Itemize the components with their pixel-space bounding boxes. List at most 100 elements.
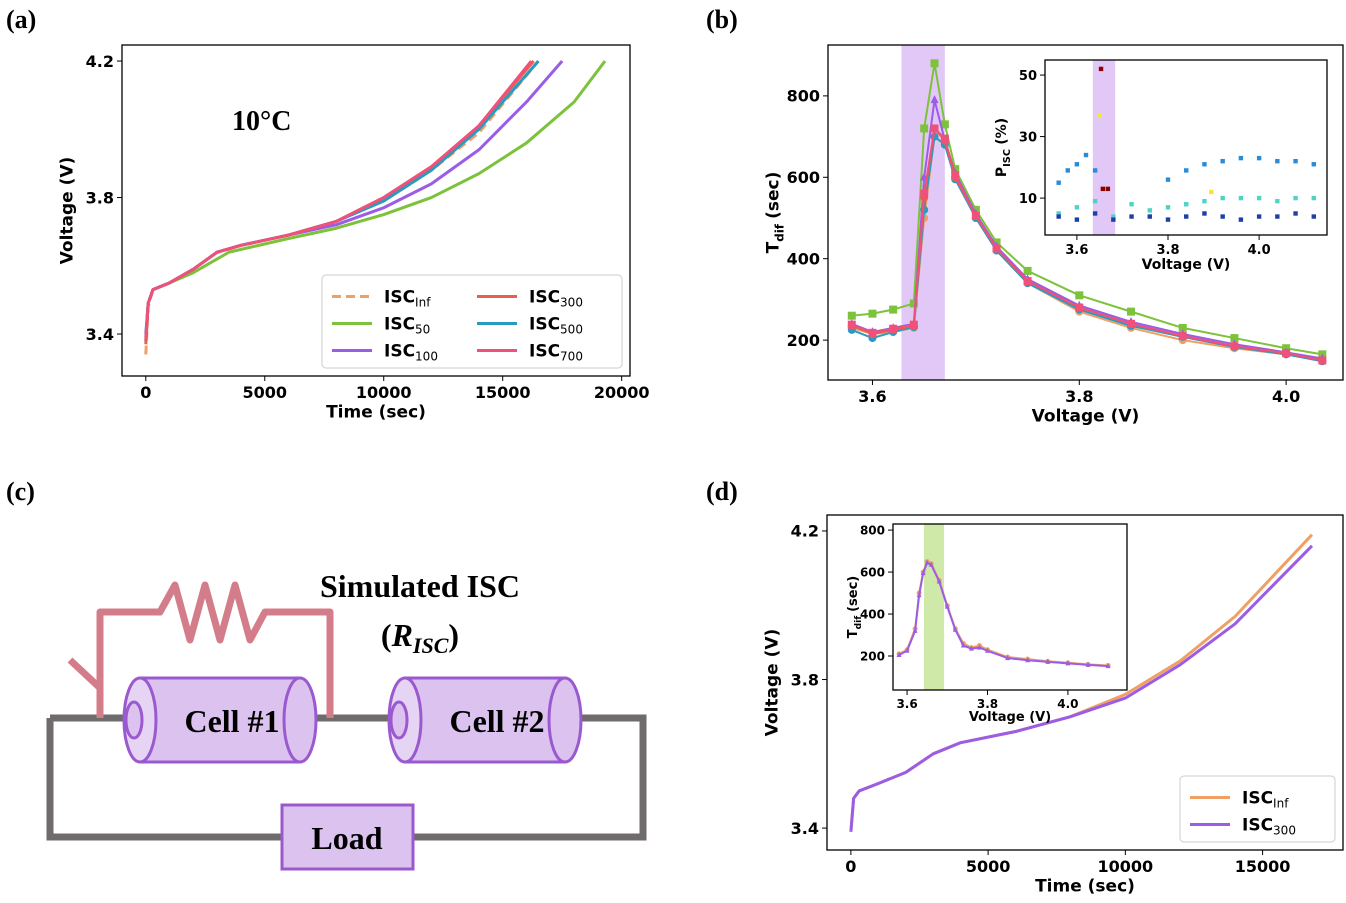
marker [847, 311, 856, 320]
axis-label-main: T [763, 241, 783, 253]
marker [1085, 661, 1091, 667]
x-tick-label: 15000 [1235, 857, 1291, 876]
cell-body [138, 676, 302, 764]
x-tick-label: 3.8 [977, 697, 998, 711]
axes-frame [1044, 59, 1328, 236]
y-tick-label: 800 [860, 523, 885, 537]
switch [67, 657, 104, 718]
x-tick-label: 10000 [356, 383, 412, 402]
marker [912, 627, 918, 633]
panel-label: (b) [706, 5, 738, 34]
legend-label: ISC100 [384, 342, 438, 364]
marker [868, 309, 877, 318]
marker [930, 59, 939, 68]
marker [1238, 217, 1244, 222]
marker [1065, 660, 1071, 666]
axis-label-main: T [846, 629, 861, 638]
marker [1056, 180, 1061, 185]
marker [1111, 217, 1116, 222]
legend-name: ISC [384, 315, 415, 335]
y-tick-label: 3.8 [86, 188, 114, 207]
marker [868, 328, 877, 337]
marker [1105, 663, 1111, 669]
chart: 3.6 3.8 4.0 200 400 600 800 [860, 523, 1128, 711]
marker [1092, 168, 1098, 173]
marker [904, 647, 910, 653]
marker [1097, 112, 1102, 118]
axes-frame [121, 44, 631, 377]
cell-terminal [389, 700, 409, 740]
legend-subscript: Inf [415, 296, 431, 310]
marker [1147, 214, 1152, 219]
marker [1045, 658, 1051, 664]
marker [1202, 211, 1207, 216]
marker [1074, 205, 1080, 210]
marker [936, 578, 942, 584]
marker [1202, 162, 1207, 167]
y-tick-label: 800 [787, 87, 820, 106]
subscript: ISC [412, 633, 449, 658]
y-tick-label: 200 [860, 649, 885, 663]
marker [976, 644, 982, 650]
series-line [898, 561, 1109, 668]
legend-name: ISC [529, 342, 560, 362]
axis-label: Time (sec) [326, 403, 426, 423]
marker [889, 305, 898, 314]
legend-label: ISCInf [1242, 789, 1289, 811]
axis-label-sub: dif [773, 223, 787, 242]
marker [1311, 195, 1316, 201]
y-tick-label: 600 [860, 565, 885, 579]
marker [896, 651, 902, 657]
marker [1023, 266, 1032, 275]
axis-label-unit: (sec) [763, 172, 783, 219]
legend-name: ISC [1242, 789, 1273, 809]
marker [1282, 349, 1291, 358]
y-tick-label: 4.2 [86, 52, 114, 71]
legend-label: ISCInf [384, 288, 431, 310]
marker [1129, 214, 1134, 219]
legend-label: ISC500 [529, 315, 583, 337]
marker [1275, 198, 1280, 204]
marker [928, 561, 934, 567]
highlight-band [923, 524, 945, 690]
marker [1220, 214, 1225, 219]
marker [1023, 277, 1032, 286]
load-box [280, 803, 415, 871]
axis-label: Voltage (V) [1032, 407, 1140, 427]
chart: 0 5000 10000 15000 200003.43.84.210°CISCInfI… [86, 44, 650, 402]
marker [889, 324, 898, 333]
marker [1147, 208, 1152, 213]
marker [930, 95, 939, 104]
series-line [849, 544, 1314, 832]
y-tick-label: 3.4 [791, 819, 819, 838]
marker [1074, 162, 1080, 167]
legend-subscript: 300 [1273, 824, 1296, 838]
marker [951, 171, 960, 180]
cell-body [403, 676, 567, 764]
marker [1311, 162, 1316, 167]
axis-label: Time (sec) [1035, 877, 1135, 897]
paren: ) [448, 617, 459, 653]
legend-subscript: 50 [415, 323, 430, 337]
marker [984, 647, 990, 653]
legend-box [321, 274, 623, 369]
cell-terminal [124, 700, 144, 740]
marker [1100, 186, 1106, 192]
marker [920, 570, 926, 576]
x-tick-label: 0 [140, 383, 151, 402]
y-tick-label: 200 [787, 331, 820, 350]
cell-label: Cell #1 [184, 703, 279, 739]
marker [1318, 356, 1327, 365]
legend-name: ISC [1242, 816, 1273, 836]
marker [1293, 195, 1298, 201]
marker [1293, 211, 1298, 216]
legend-name: ISC [529, 288, 560, 308]
marker [940, 120, 949, 129]
axis-label: Tdif (sec) [846, 576, 864, 639]
resistor-label: (RISC) [381, 617, 459, 658]
y-tick-label: 30 [1019, 130, 1037, 145]
axis-label: Voltage (V) [57, 157, 77, 265]
marker [1074, 217, 1080, 222]
x-tick-label: 15000 [475, 383, 531, 402]
marker [944, 603, 950, 609]
